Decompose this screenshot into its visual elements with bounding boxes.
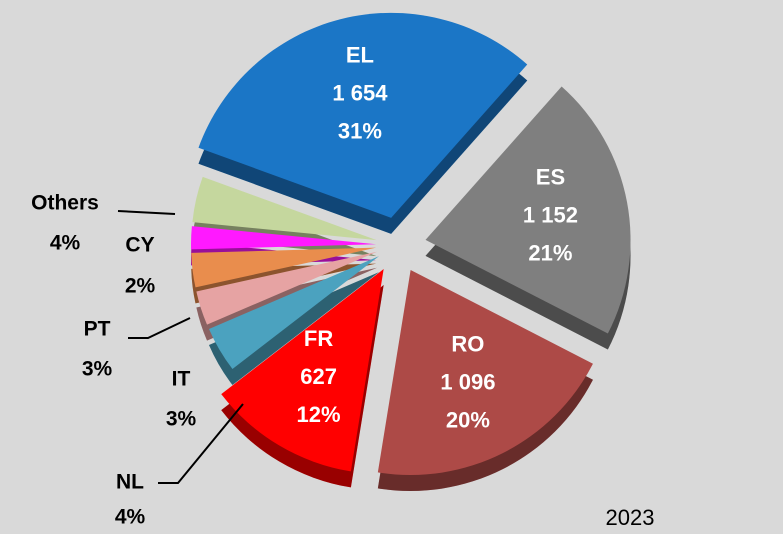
category-label: EL (346, 42, 374, 67)
category-label: IT (172, 368, 191, 391)
slice (377, 269, 593, 475)
value-label: 31% (338, 118, 382, 143)
category-label: NL (116, 471, 144, 494)
value-label: 2% (125, 275, 156, 298)
value-label: 3% (166, 408, 197, 431)
leader-line (117, 210, 176, 215)
value-label: 4% (115, 506, 146, 529)
amount-label: 1 654 (332, 80, 388, 105)
slice (208, 256, 380, 370)
value-label: 3% (82, 358, 113, 381)
leader-line (128, 317, 191, 339)
slice (196, 251, 378, 325)
category-label: ES (536, 164, 565, 189)
amount-label: 627 (300, 364, 337, 389)
slice (425, 86, 631, 334)
value-label: 4% (50, 232, 81, 255)
category-label: Others (31, 192, 99, 215)
category-label: FR (304, 326, 333, 351)
leader-line (158, 403, 244, 484)
category-label: PT (84, 318, 111, 341)
value-label: 12% (297, 402, 341, 427)
slice (198, 12, 528, 218)
slice-side-shade (208, 272, 380, 386)
slice (191, 226, 377, 250)
slice-side (208, 272, 380, 386)
slice (191, 247, 377, 288)
amount-label: 1 096 (440, 369, 495, 394)
amount-label: 1 152 (523, 202, 578, 227)
value-label: 20% (446, 407, 490, 432)
slice (221, 269, 384, 472)
value-label: 21% (528, 240, 572, 265)
category-label: RO (451, 331, 484, 356)
year-label: 2023 (606, 505, 655, 530)
slice (192, 176, 377, 241)
category-label: CY (125, 234, 154, 257)
